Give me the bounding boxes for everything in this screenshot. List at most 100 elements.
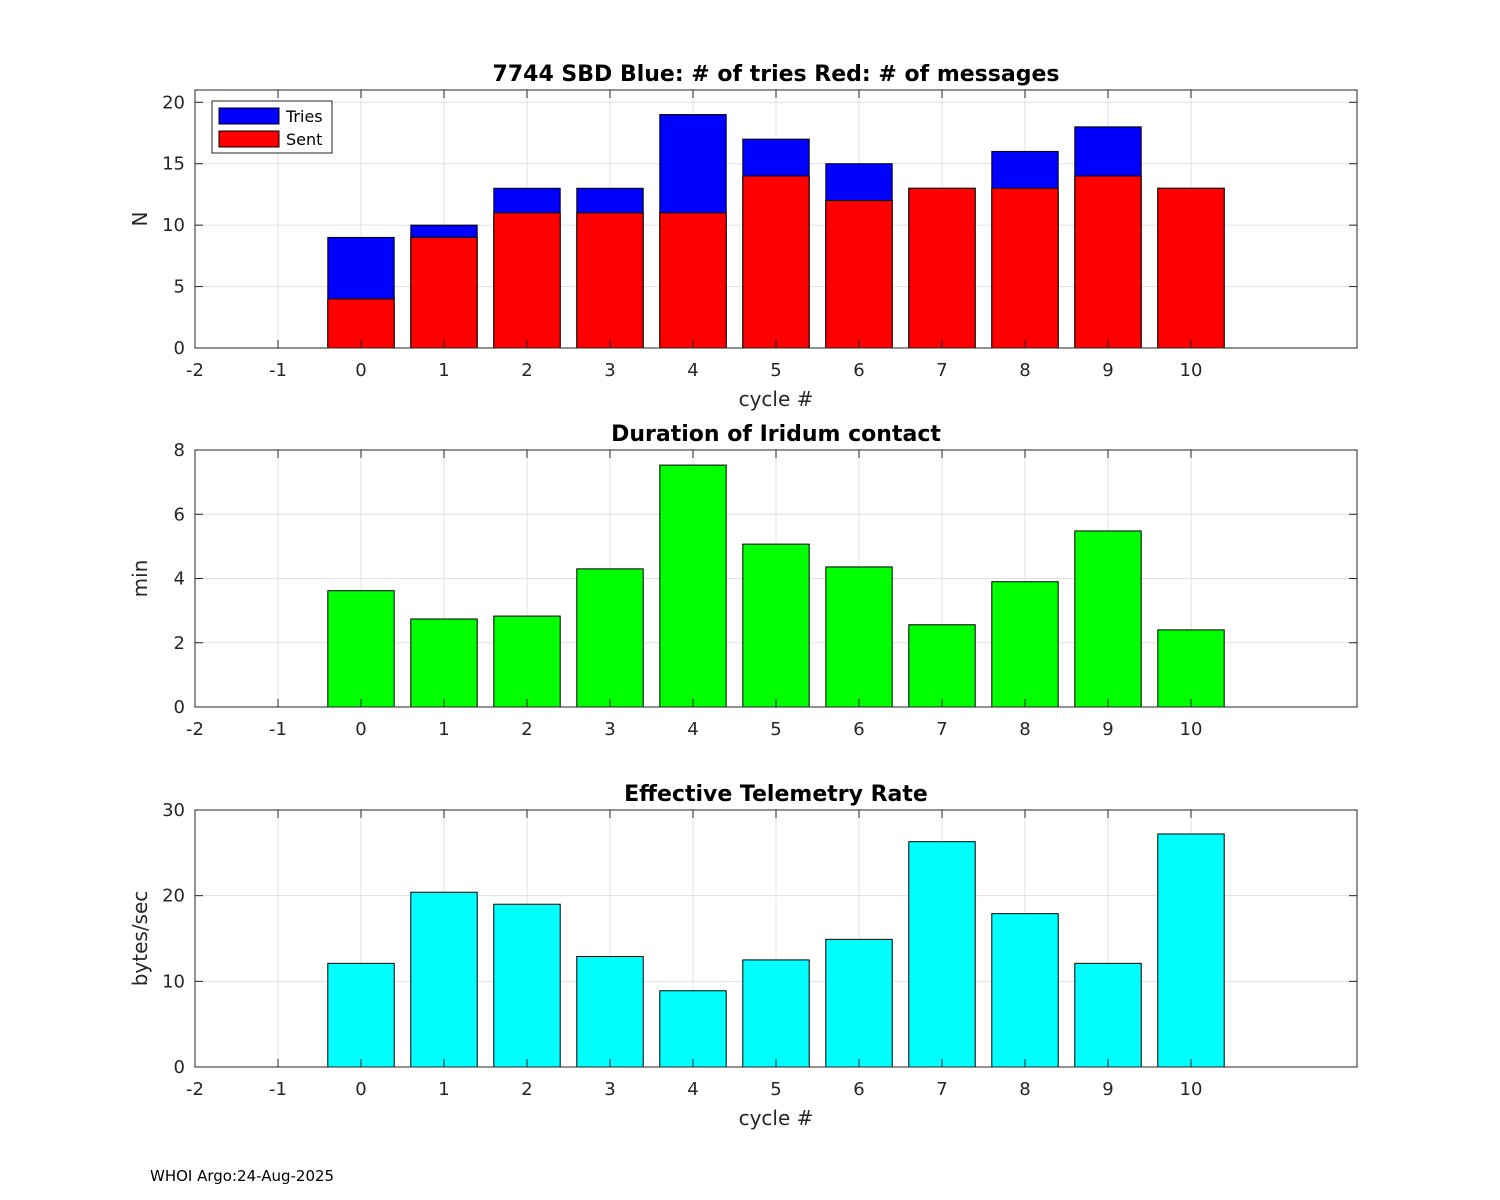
bar-series0 <box>410 891 478 1068</box>
x-tick-label: 1 <box>438 360 449 381</box>
bar-series0 <box>327 962 395 1068</box>
x-tick-label: 3 <box>604 360 615 381</box>
bar-sent <box>825 200 893 349</box>
x-tick-label: 0 <box>355 1079 366 1100</box>
x-tick-label: 1 <box>438 1079 449 1100</box>
bar-series0 <box>825 566 893 708</box>
chart-title: 7744 SBD Blue: # of tries Red: # of mess… <box>493 62 1060 87</box>
x-tick-label: -1 <box>269 360 287 381</box>
x-tick-label: 4 <box>687 1079 698 1100</box>
x-tick-label: 6 <box>853 1079 864 1100</box>
bar-series0 <box>825 938 893 1068</box>
x-axis-label: cycle # <box>739 1106 814 1130</box>
bars <box>327 464 1225 708</box>
y-tick-label: 2 <box>174 633 185 654</box>
bar-sent <box>659 212 727 349</box>
x-tick-label: -1 <box>269 719 287 740</box>
y-axis-label: min <box>128 560 152 598</box>
x-tick-label: -2 <box>186 719 204 740</box>
bar-series0 <box>742 959 810 1068</box>
x-tick-label: 3 <box>604 1079 615 1100</box>
bar-series0 <box>991 581 1059 708</box>
x-tick-label: 2 <box>521 360 532 381</box>
legend: Tries Sent <box>211 100 333 154</box>
bar-series0 <box>327 590 395 708</box>
x-tick-label: 9 <box>1102 719 1113 740</box>
y-tick-label: 30 <box>162 800 185 821</box>
x-tick-label: 2 <box>521 1079 532 1100</box>
x-tick-label: 8 <box>1019 719 1030 740</box>
bar-series0 <box>991 913 1059 1068</box>
x-axis-label: cycle # <box>739 387 814 411</box>
x-tick-label: 6 <box>853 719 864 740</box>
chart-panel-1: -2 -1 0 1 2 3 4 5 6 7 8 9 10 0 5 10 15 20 7744 SBD Blue: #… <box>128 62 1358 411</box>
footer-stamp: WHOI Argo:24-Aug-2025 <box>150 1167 335 1185</box>
legend-label-sent: Sent <box>286 130 322 149</box>
x-tick-label: 8 <box>1019 360 1030 381</box>
x-tick-label: 10 <box>1180 1079 1203 1100</box>
x-tick-label: 5 <box>770 1079 781 1100</box>
bar-sent <box>908 187 976 349</box>
y-tick-label: 4 <box>174 569 185 590</box>
bar-sent <box>742 175 810 349</box>
chart-title: Duration of Iridum contact <box>611 422 941 447</box>
bar-series0 <box>493 903 561 1068</box>
bar-series0 <box>1157 833 1225 1068</box>
y-tick-label: 10 <box>162 971 185 992</box>
bars <box>327 114 1225 349</box>
bar-sent <box>327 298 395 349</box>
bar-series0 <box>576 955 644 1068</box>
bar-sent <box>576 212 644 349</box>
x-tick-label: 7 <box>936 1079 947 1100</box>
bar-sent <box>1074 175 1142 349</box>
bar-sent <box>410 236 478 349</box>
y-tick-label: 0 <box>174 338 185 359</box>
chart-panel-3: -2 -1 0 1 2 3 4 5 6 7 8 9 10 0 10 20 30 Effective Telemet… <box>128 782 1358 1130</box>
y-axis-label: N <box>128 212 152 227</box>
bars <box>327 833 1225 1068</box>
bar-series0 <box>1157 629 1225 708</box>
bar-series0 <box>493 615 561 708</box>
x-tick-label: 1 <box>438 719 449 740</box>
bar-sent <box>1157 187 1225 349</box>
bar-sent <box>991 187 1059 349</box>
chart-title: Effective Telemetry Rate <box>624 782 928 807</box>
x-tick-label: 8 <box>1019 1079 1030 1100</box>
y-tick-label: 0 <box>174 697 185 718</box>
x-tick-label: 5 <box>770 360 781 381</box>
bar-series0 <box>659 990 727 1068</box>
x-tick-label: 9 <box>1102 360 1113 381</box>
x-tick-label: -1 <box>269 1079 287 1100</box>
bar-series0 <box>908 841 976 1068</box>
y-axis-label: bytes/sec <box>128 891 152 987</box>
x-tick-label: 4 <box>687 719 698 740</box>
x-tick-label: 2 <box>521 719 532 740</box>
y-tick-label: 15 <box>162 154 185 175</box>
bar-series0 <box>742 543 810 708</box>
chart-panel-2: -2 -1 0 1 2 3 4 5 6 7 8 9 10 0 2 4 6 8 Duration of Iridum … <box>128 422 1358 740</box>
x-tick-label: 9 <box>1102 1079 1113 1100</box>
x-tick-label: 0 <box>355 360 366 381</box>
bar-series0 <box>659 464 727 708</box>
y-tick-label: 8 <box>174 440 185 461</box>
x-tick-label: 5 <box>770 719 781 740</box>
y-tick-label: 0 <box>174 1057 185 1078</box>
y-tick-label: 20 <box>162 886 185 907</box>
y-tick-label: 20 <box>162 92 185 113</box>
bar-series0 <box>1074 530 1142 708</box>
x-tick-label: 10 <box>1180 719 1203 740</box>
x-tick-label: 3 <box>604 719 615 740</box>
bar-series0 <box>410 618 478 708</box>
legend-label-tries: Tries <box>285 107 323 126</box>
x-tick-label: 4 <box>687 360 698 381</box>
x-tick-label: -2 <box>186 1079 204 1100</box>
y-tick-label: 6 <box>174 504 185 525</box>
bar-series0 <box>576 568 644 708</box>
x-tick-label: 7 <box>936 719 947 740</box>
y-tick-label: 5 <box>174 277 185 298</box>
x-tick-label: 10 <box>1180 360 1203 381</box>
x-tick-label: 0 <box>355 719 366 740</box>
bar-sent <box>493 212 561 349</box>
bar-series0 <box>908 624 976 708</box>
